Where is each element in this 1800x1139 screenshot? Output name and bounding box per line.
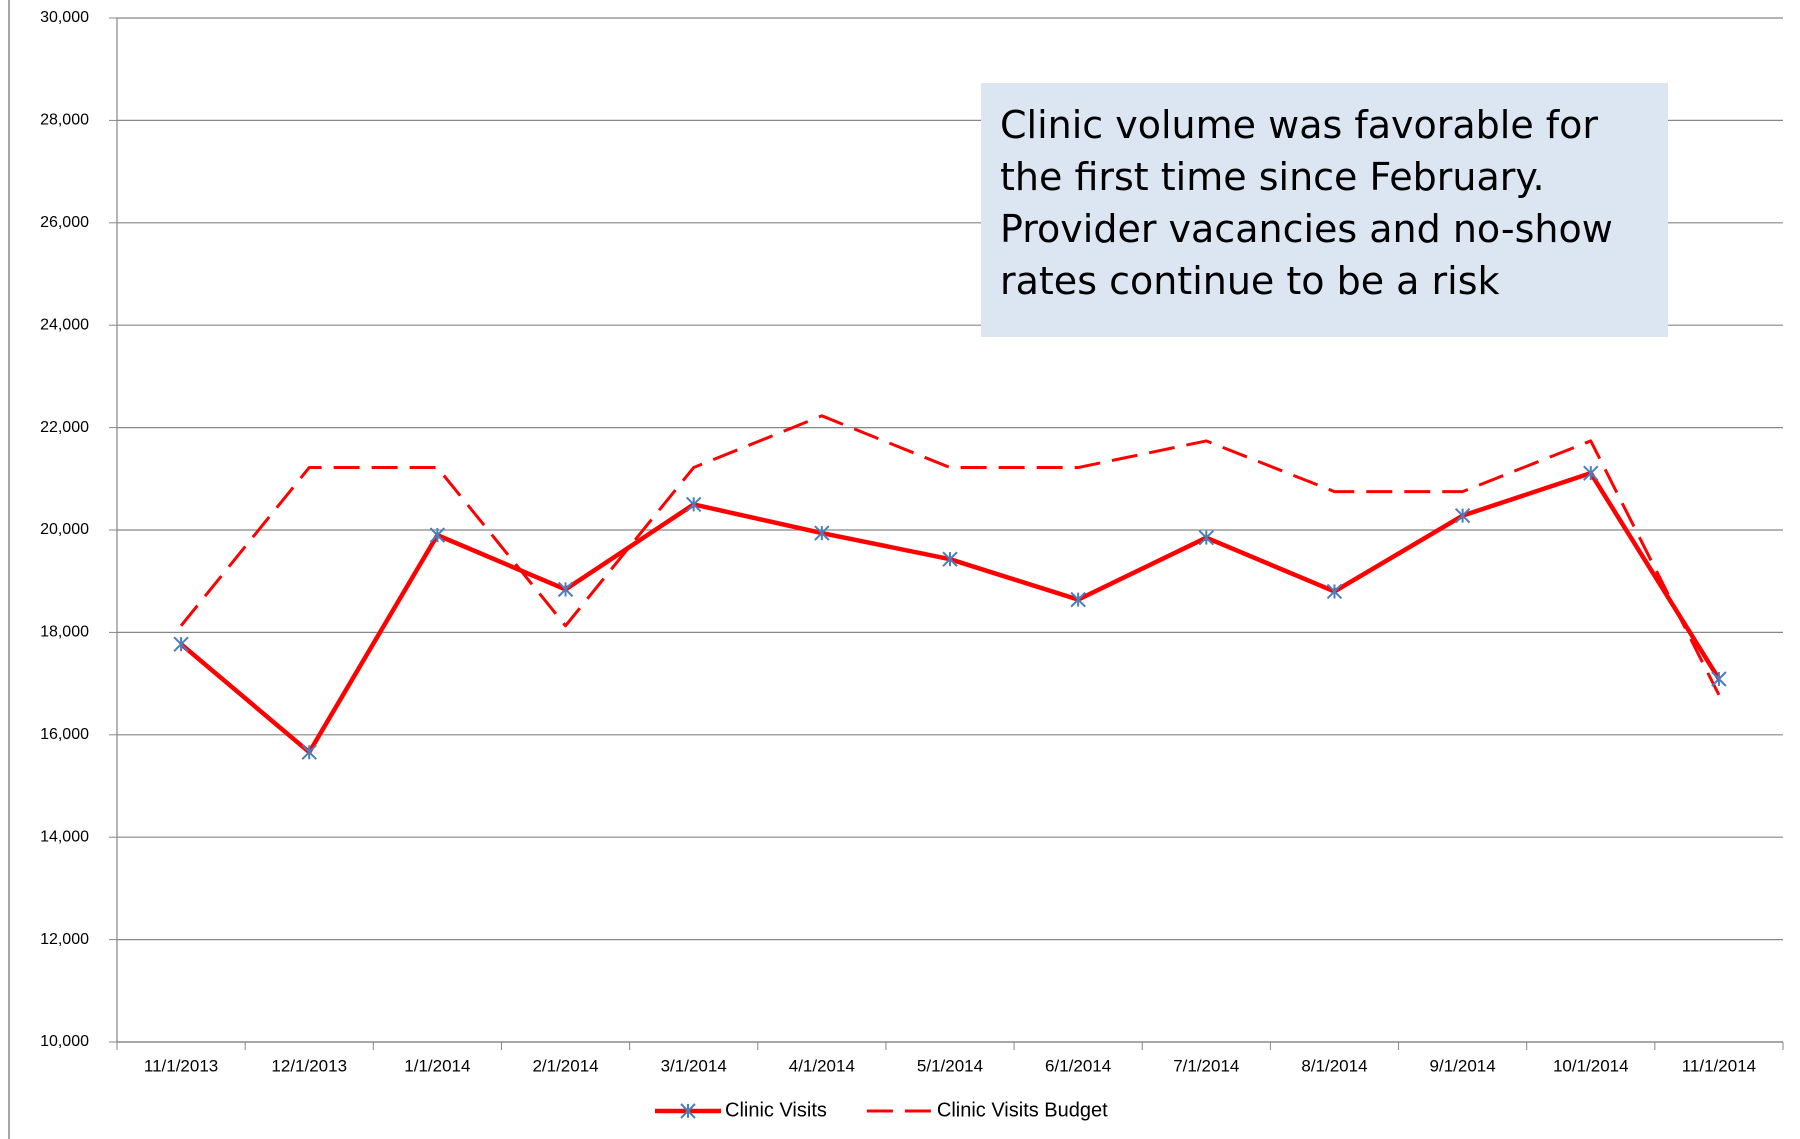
x-tick-label: 4/1/2014 bbox=[789, 1056, 855, 1075]
data-point bbox=[1583, 465, 1599, 481]
y-tick-label: 22,000 bbox=[40, 419, 89, 436]
series-line bbox=[179, 414, 1721, 696]
annotation-text: Provider vacancies and no-show bbox=[1000, 207, 1613, 251]
y-tick-label: 26,000 bbox=[40, 214, 89, 231]
legend-label: Clinic Visits bbox=[725, 1099, 827, 1121]
annotation-text: rates continue to be a risk bbox=[1000, 259, 1500, 303]
data-point bbox=[942, 551, 958, 567]
annotation-text: the first time since February. bbox=[1000, 155, 1545, 199]
data-point bbox=[557, 581, 574, 598]
data-point bbox=[429, 527, 446, 543]
x-tick-label: 9/1/2014 bbox=[1430, 1056, 1496, 1075]
y-tick-label: 16,000 bbox=[40, 726, 89, 743]
y-tick-label: 10,000 bbox=[40, 1033, 89, 1050]
y-tick-label: 18,000 bbox=[40, 624, 89, 641]
y-tick-label: 30,000 bbox=[40, 9, 89, 26]
x-tick-label: 5/1/2014 bbox=[917, 1056, 983, 1075]
x-tick-label: 8/1/2014 bbox=[1301, 1056, 1367, 1075]
x-tick-label: 12/1/2013 bbox=[271, 1056, 347, 1075]
x-tick-label: 6/1/2014 bbox=[1045, 1056, 1111, 1075]
data-point bbox=[1454, 507, 1471, 524]
legend-marker bbox=[680, 1103, 696, 1119]
data-point bbox=[301, 744, 317, 760]
x-tick-label: 11/1/2014 bbox=[1682, 1056, 1756, 1075]
x-tick-label: 1/1/2014 bbox=[404, 1056, 470, 1075]
data-point bbox=[685, 496, 702, 513]
annotation-box bbox=[981, 83, 1668, 337]
x-tick-label: 2/1/2014 bbox=[532, 1056, 598, 1075]
x-tick-label: 10/1/2014 bbox=[1553, 1056, 1629, 1075]
y-tick-label: 24,000 bbox=[40, 316, 89, 333]
x-tick-label: 3/1/2014 bbox=[661, 1056, 727, 1075]
series-line bbox=[179, 470, 1721, 755]
data-point bbox=[1198, 529, 1215, 546]
data-point bbox=[1326, 583, 1343, 600]
x-tick-label: 7/1/2014 bbox=[1173, 1056, 1239, 1075]
data-point bbox=[1070, 591, 1086, 608]
annotation-text: Clinic volume was favorable for bbox=[1000, 103, 1598, 147]
data-point bbox=[814, 525, 830, 541]
y-tick-label: 20,000 bbox=[40, 521, 89, 538]
data-point bbox=[173, 636, 189, 652]
legend-label: Clinic Visits Budget bbox=[937, 1099, 1108, 1121]
y-tick-label: 12,000 bbox=[40, 931, 89, 948]
data-point bbox=[1711, 671, 1727, 687]
y-tick-label: 28,000 bbox=[40, 112, 89, 129]
y-tick-label: 14,000 bbox=[40, 828, 89, 845]
x-tick-label: 11/1/2013 bbox=[144, 1056, 218, 1075]
